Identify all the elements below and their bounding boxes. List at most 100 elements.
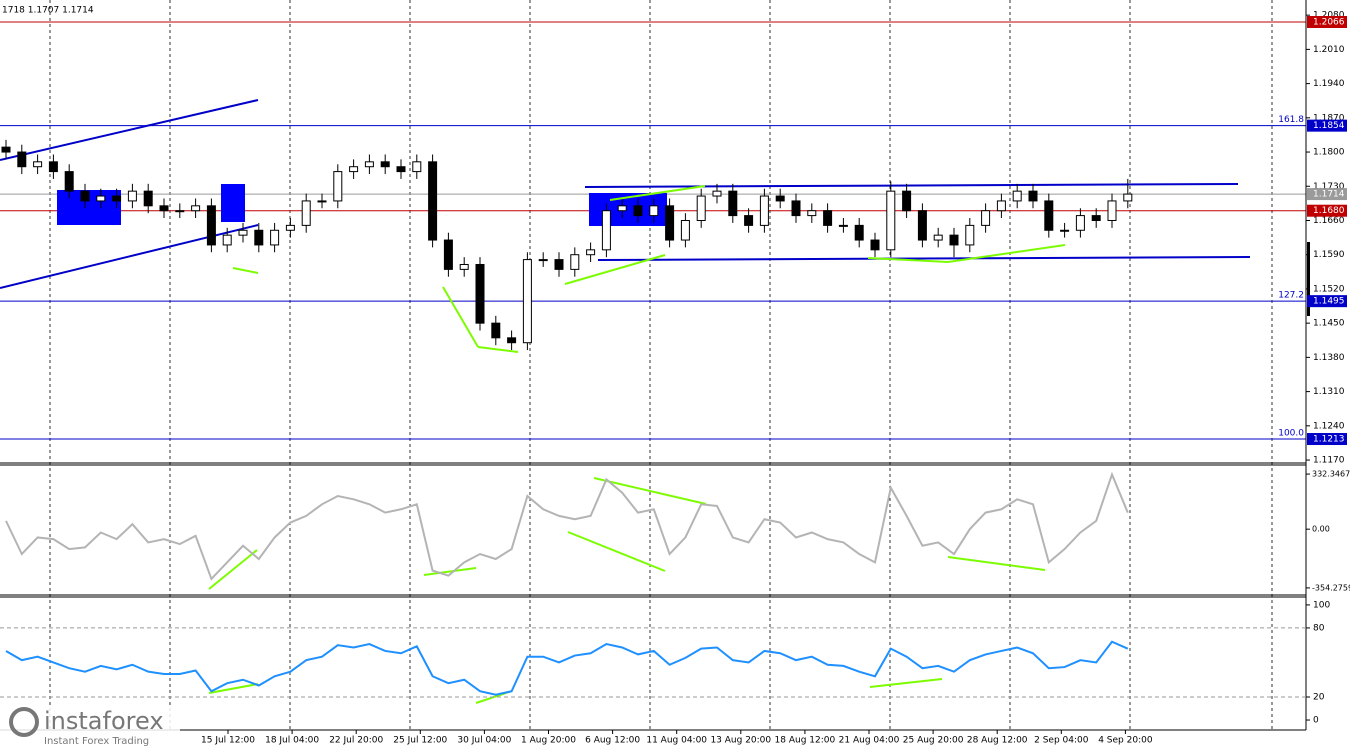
watermark-brand: instaforex <box>44 707 164 735</box>
y-tick-label: 1.1590 <box>1313 250 1345 260</box>
candle-body <box>886 190 896 251</box>
candle-body <box>554 259 564 270</box>
divergence-line <box>869 678 943 688</box>
candle-body <box>823 210 833 226</box>
y-tick-label: 1.1870 <box>1313 113 1345 123</box>
candle-body <box>838 224 848 227</box>
candle-body <box>222 234 232 246</box>
x-tick-label: 18 Jul 04:00 <box>265 736 319 746</box>
candle-body <box>807 210 817 217</box>
x-tick-label: 2 Sep 04:00 <box>1034 736 1089 746</box>
fib-label: 100.0 <box>1278 429 1304 439</box>
level-label-bg <box>1307 188 1347 201</box>
candle-body <box>854 224 864 241</box>
candle-body <box>254 229 264 246</box>
x-tick-label: 30 Jul 04:00 <box>457 736 511 746</box>
level-label-bg <box>1307 433 1347 446</box>
candle-body <box>206 205 216 246</box>
candle-body <box>965 224 975 246</box>
level-label: 1.1714 <box>1313 190 1345 200</box>
divergence-line <box>208 549 258 590</box>
divergence-line <box>947 556 1046 571</box>
x-tick-label: 28 Aug 12:00 <box>967 736 1028 746</box>
candle-body <box>238 229 248 236</box>
candle-body <box>364 161 374 168</box>
candle-body <box>459 263 469 270</box>
divergence-line <box>564 254 666 285</box>
y-tick-label: 1.1450 <box>1313 319 1345 329</box>
x-tick-label: 25 Aug 20:00 <box>903 736 964 746</box>
rsi-line <box>5 640 1129 696</box>
candle-body <box>96 195 106 202</box>
x-tick-label: 13 Aug 20:00 <box>710 736 771 746</box>
level-label-bg <box>1307 119 1347 132</box>
fib-label: 161.8 <box>1278 115 1304 125</box>
candle-body <box>33 161 43 168</box>
frame <box>0 0 1310 731</box>
price-marker <box>1307 242 1310 316</box>
x-tick-label: 11 Aug 04:00 <box>646 736 707 746</box>
header-text: 1718 1.1707 1.1714 <box>2 6 94 16</box>
candle-body <box>791 200 801 217</box>
divergence-line <box>593 477 707 505</box>
rsi-tick-label: 0 <box>1313 716 1319 726</box>
divergence-line <box>947 244 1066 263</box>
rsi-tick-label: 100 <box>1313 600 1330 610</box>
candle-body <box>143 190 153 207</box>
level-label: 1.1854 <box>1313 121 1345 131</box>
x-tick-label: 21 Aug 04:00 <box>839 736 900 746</box>
level-label-bg <box>1307 16 1347 28</box>
candle-body <box>1 146 11 153</box>
divergence-line <box>442 286 479 348</box>
cci-tick-label: -354.2759 <box>1312 583 1350 592</box>
divergence-line <box>232 267 259 274</box>
candle-body <box>1123 193 1133 202</box>
candle-body <box>522 259 532 344</box>
candle-body <box>917 210 927 241</box>
y-tick-label: 1.1730 <box>1313 182 1345 192</box>
x-tick-label: 1 Aug 20:00 <box>521 736 576 746</box>
candle-body <box>981 210 991 226</box>
level-label-bg <box>1307 295 1347 308</box>
candle-body <box>159 205 169 212</box>
candle-body <box>380 161 390 168</box>
candle-body <box>712 190 722 197</box>
x-tick-label: 25 Jul 12:00 <box>393 736 447 746</box>
candle-body <box>1028 190 1038 202</box>
divergence-line <box>567 531 666 572</box>
divergence-line <box>423 567 477 576</box>
candle-body <box>633 205 643 217</box>
y-tick-label: 1.1800 <box>1313 148 1345 158</box>
y-tick-label: 1.1310 <box>1313 387 1345 397</box>
rsi-tick-label: 20 <box>1313 692 1325 702</box>
fib-label: 127.2 <box>1278 291 1304 301</box>
candle-body <box>1060 229 1070 232</box>
watermark-tagline: Instant Forex Trading <box>44 736 149 747</box>
candle-body <box>617 205 627 212</box>
candle-body <box>443 239 453 270</box>
candle-body <box>728 190 738 217</box>
candle-body <box>48 161 58 173</box>
candles <box>1 139 1133 351</box>
candle-body <box>1075 215 1085 231</box>
y-tick-label: 1.1940 <box>1313 79 1345 89</box>
candle-body <box>1044 200 1054 231</box>
candle-body <box>775 195 785 202</box>
divergence-line <box>208 683 259 694</box>
candle-body <box>191 205 201 212</box>
candle-body <box>64 171 74 192</box>
watermark-logo <box>9 707 39 737</box>
candle-body <box>1107 200 1117 221</box>
x-tick-label: 22 Jul 20:00 <box>329 736 383 746</box>
candle-body <box>1091 215 1101 221</box>
range-line <box>584 183 1239 188</box>
candle-body <box>175 210 185 213</box>
candle-body <box>570 254 580 270</box>
candle-body <box>333 171 343 202</box>
candle-body <box>649 205 659 217</box>
divergence-line <box>867 257 949 263</box>
candle-body <box>396 166 406 173</box>
level-label: 1.1680 <box>1313 206 1345 216</box>
candle-body <box>1012 190 1022 202</box>
